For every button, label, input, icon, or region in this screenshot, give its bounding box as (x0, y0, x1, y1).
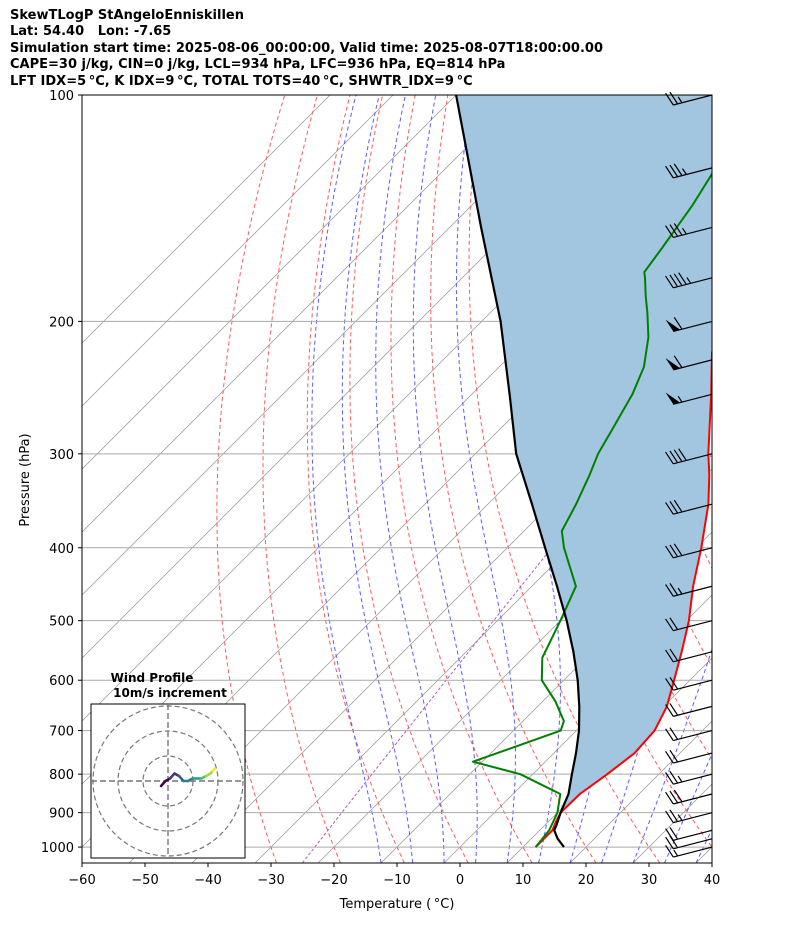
y-tick-label: 800 (49, 768, 74, 783)
wind-barb (665, 272, 713, 289)
y-tick-label: 1000 (41, 841, 74, 856)
moist-adiabat (632, 647, 712, 863)
x-tick-label: −40 (194, 873, 221, 888)
x-tick-label: 30 (641, 873, 658, 888)
hodograph-subtitle: 10m/s increment (113, 686, 227, 700)
wind-barbs (665, 91, 713, 858)
dry-adiabat (262, 95, 341, 863)
x-tick-label: −60 (68, 873, 95, 888)
dry-adiabat (349, 95, 469, 863)
temperature-line (534, 348, 712, 848)
moist-adiabat (664, 752, 712, 863)
x-tick-label: −10 (383, 873, 410, 888)
parcel-line (455, 95, 581, 848)
wind-barb (665, 770, 713, 785)
moist-adiabat (341, 95, 414, 863)
wind-barb (665, 727, 713, 742)
dry-adiabat (390, 95, 533, 863)
wind-barb (665, 499, 713, 515)
wind-barb (665, 789, 713, 805)
wind-barb (665, 677, 713, 691)
wind-barb (665, 91, 713, 106)
isotherm (443, 594, 712, 863)
moist-adiabat (311, 95, 382, 863)
wind-barb (665, 543, 713, 559)
wind-barb (665, 223, 713, 239)
x-tick-label: −20 (320, 873, 347, 888)
chart-times: Simulation start time: 2025-08-06_00:00:… (10, 40, 603, 56)
hodograph-segment (211, 767, 217, 773)
hodograph-title: Wind Profile (111, 671, 194, 685)
wind-barb (665, 392, 713, 405)
wind-barb (665, 749, 713, 764)
x-tick-label: −30 (257, 873, 284, 888)
isotherm (82, 95, 457, 470)
isotherm (82, 95, 583, 596)
chart-header: SkewTLogP StAngeloEnniskillen Lat: 54.40… (10, 8, 790, 90)
isotherm (569, 720, 712, 863)
y-tick-label: 900 (49, 807, 74, 822)
cape-area (456, 95, 712, 825)
mixing-ratio-line (302, 547, 553, 863)
x-axis-label: Temperature ( °C) (339, 897, 455, 912)
y-tick-label: 100 (49, 89, 74, 104)
chart-title: SkewTLogP StAngeloEnniskillen (10, 8, 244, 23)
chart-indices-2: LFT IDX=5 °C, K IDX=9 °C, TOTAL TOTS=40 … (10, 73, 473, 89)
x-axis-ticks: −60 −50 −40 −30 −20 −10 0 10 20 30 40 (68, 863, 720, 888)
wind-barb (665, 448, 713, 465)
wind-barb (665, 163, 713, 179)
chart-indices-1: CAPE=30 j/kg, CIN=0 j/kg, LCL=934 hPa, L… (10, 57, 506, 73)
moist-adiabat (412, 95, 478, 863)
dry-adiabat (468, 95, 661, 863)
moist-adiabat (455, 95, 516, 863)
dry-adiabat (774, 95, 794, 863)
x-tick-label: −50 (131, 873, 158, 888)
y-tick-label: 500 (49, 615, 74, 630)
y-tick-label: 300 (49, 448, 74, 463)
wind-barb (665, 617, 713, 632)
isotherm (82, 95, 520, 533)
x-tick-label: 40 (704, 873, 721, 888)
dry-adiabat (742, 95, 794, 863)
x-tick-label: 0 (456, 873, 464, 888)
wind-barb (665, 648, 713, 663)
x-tick-label: 20 (578, 873, 595, 888)
wind-barb (665, 809, 713, 824)
isotherm (82, 95, 331, 344)
dry-adiabat (430, 95, 597, 863)
dewpoint-line (471, 172, 712, 848)
wind-barb (665, 583, 713, 597)
profiles (455, 95, 712, 848)
hodograph-inset: Wind Profile 10m/s increment (90, 671, 246, 859)
y-tick-label: 600 (49, 674, 74, 689)
dry-adiabat (708, 95, 712, 137)
y-tick-label: 400 (49, 542, 74, 557)
dry-adiabat (306, 95, 405, 863)
wind-barb (665, 703, 713, 717)
x-tick-label: 10 (515, 873, 532, 888)
isotherm (128, 279, 712, 863)
chart-location: Lat: 54.40 Lon: -7.65 (10, 24, 172, 40)
y-tick-label: 700 (49, 725, 74, 740)
dry-adiabat (216, 95, 286, 863)
wind-barb (665, 827, 713, 841)
wind-barb (665, 844, 713, 858)
isotherm (82, 95, 394, 407)
moist-adiabat (375, 95, 445, 863)
y-axis-ticks: 1000 900 800 700 600 500 400 300 200 100 (41, 89, 82, 856)
y-tick-label: 200 (49, 315, 74, 330)
wind-barb (665, 355, 713, 371)
wind-barb (665, 317, 713, 332)
isotherm (380, 531, 712, 863)
y-axis-label: Pressure (hPa) (18, 433, 33, 526)
